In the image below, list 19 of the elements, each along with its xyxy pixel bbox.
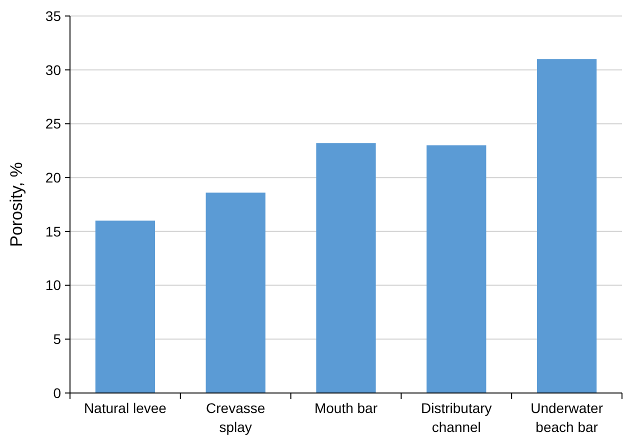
y-tick-label: 10 — [45, 277, 62, 294]
y-axis-title: Porosity, % — [7, 162, 26, 247]
x-tick-label: Distributary channel — [421, 400, 492, 435]
x-tick-label: Mouth bar — [314, 400, 378, 416]
bar — [536, 59, 597, 393]
y-tick-label: 30 — [45, 62, 62, 78]
bar — [206, 192, 266, 393]
y-tick-label: 5 — [53, 331, 62, 348]
bar — [426, 145, 486, 393]
x-tick-label: Crevasse splay — [206, 400, 266, 435]
bar — [95, 220, 156, 393]
y-tick-label: 0 — [53, 384, 62, 401]
y-tick-label: 35 — [45, 8, 62, 24]
y-tick-label: 20 — [45, 169, 62, 186]
y-tick-label: 25 — [45, 116, 62, 132]
x-tick-label: Natural levee — [84, 400, 167, 416]
bar — [316, 143, 376, 393]
y-tick-label: 15 — [45, 223, 62, 240]
x-tick-label: Underwater beach bar — [530, 400, 604, 435]
